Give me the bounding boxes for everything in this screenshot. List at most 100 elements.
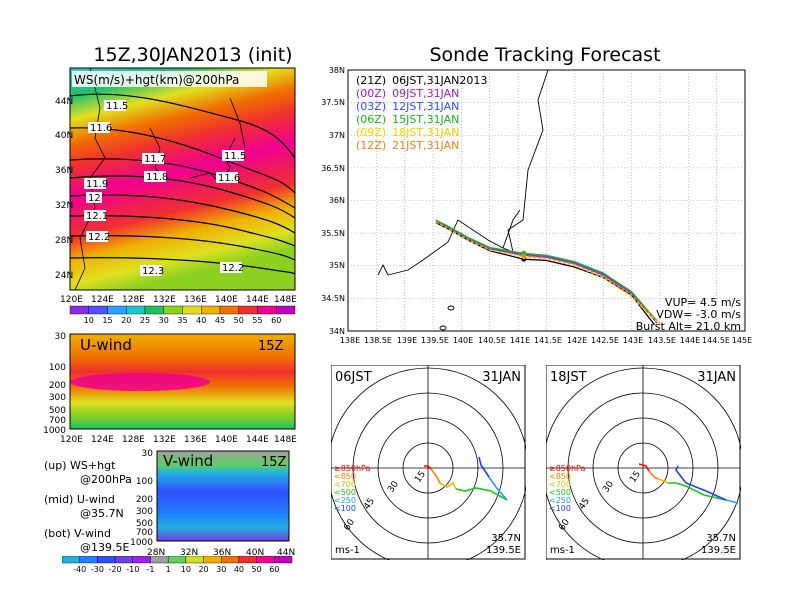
svg-text:40N: 40N <box>55 131 73 141</box>
svg-text:<700: <700 <box>549 480 571 489</box>
colorbar-tick: -1 <box>146 565 154 574</box>
svg-text:138.5E: 138.5E <box>364 336 392 345</box>
svg-text:143.5E: 143.5E <box>648 336 676 345</box>
svg-text:124E: 124E <box>91 295 114 305</box>
colorbar-tick: 55 <box>252 316 262 324</box>
svg-text:12: 12 <box>88 193 101 204</box>
contour-label: 12.2 <box>220 262 244 274</box>
svg-text:300: 300 <box>136 507 153 517</box>
colorbar-tick: 20 <box>121 316 131 324</box>
svg-text:128E: 128E <box>122 435 145 445</box>
hodo-trace <box>439 481 457 490</box>
svg-text:124E: 124E <box>91 435 114 445</box>
panel-notes: (up) WS+hgt @200hPa (mid) U-wind @35.7N (b… <box>44 459 132 555</box>
ws-lon-labels: 120E 124E 128E 132E 136E 140E 144E 148E <box>60 295 297 305</box>
right-title: Sonde Tracking Forecast <box>429 44 661 66</box>
contour-labels: 11.5 11.6 11.7 11.8 11.5 11.6 11.9 12 12… <box>84 100 246 277</box>
hodograph-06jst: 06JST 31JAN 35.7N 139.5E ms-1 ≥850hPa <8… <box>331 365 526 560</box>
svg-text:<500: <500 <box>334 488 356 497</box>
colorbar-swatch <box>126 305 146 315</box>
svg-text:148E: 148E <box>274 435 297 445</box>
svg-text:139E: 139E <box>397 336 417 345</box>
colorbar-swatch <box>107 305 127 315</box>
svg-text:VUP= 4.5 m/s: VUP= 4.5 m/s <box>665 296 741 309</box>
colorbar-tick: 1 <box>166 565 171 574</box>
svg-text:140E: 140E <box>215 435 238 445</box>
level-legend-0: ≥850hPa <850 <700 <500 <250 <100 <box>334 464 371 513</box>
svg-text:11.5: 11.5 <box>106 101 128 112</box>
hodo-trace <box>725 499 739 504</box>
launch-stats: VUP= 4.5 m/s VDW= -3.0 m/s Burst Alt= 21… <box>636 296 742 333</box>
svg-text:1000: 1000 <box>43 426 66 436</box>
svg-text:144E: 144E <box>246 295 269 305</box>
colorbar-swatch <box>69 305 89 315</box>
colorbar-tick: 20 <box>198 565 208 574</box>
svg-text:32N: 32N <box>180 548 198 557</box>
colorbar-tick: 30 <box>216 565 226 574</box>
svg-text:28N: 28N <box>147 548 165 557</box>
colorbar-swatch <box>256 556 275 564</box>
svg-text:120E: 120E <box>60 435 83 445</box>
colorbar-swatch <box>257 305 277 315</box>
contour-label: 12.1 <box>84 210 108 222</box>
legend-item: (09Z) 18JST,31JAN <box>356 126 459 139</box>
svg-text:500: 500 <box>49 406 66 416</box>
colorbar-swatch <box>167 556 187 564</box>
track-line <box>435 219 658 322</box>
svg-text:<850: <850 <box>549 472 571 481</box>
contour-label: 11.7 <box>142 153 166 165</box>
hodo-trace <box>455 487 508 501</box>
svg-text:36N: 36N <box>213 548 231 557</box>
colorbar-tick: 10 <box>181 565 191 574</box>
colorbar-tick: 50 <box>234 316 244 324</box>
svg-text:31JAN: 31JAN <box>482 370 521 385</box>
colorbar-swatch <box>276 305 296 315</box>
vwind-colorbar: -40 -30 -20 -10 -1 1 10 20 30 40 50 60 <box>62 556 293 574</box>
svg-text:500: 500 <box>136 519 153 529</box>
legend-item: (03Z) 12JST,31JAN <box>356 100 459 113</box>
svg-text:36N: 36N <box>329 196 345 205</box>
colorbar-tick: -20 <box>109 565 122 574</box>
svg-text:ms-1: ms-1 <box>335 545 360 556</box>
svg-text:132E: 132E <box>153 295 176 305</box>
colorbar-tick: 40 <box>234 565 244 574</box>
colorbar-tick: 15 <box>102 316 112 324</box>
colorbar-swatch <box>163 305 183 315</box>
svg-text:148E: 148E <box>274 295 297 305</box>
contour-label: 11.8 <box>144 171 168 183</box>
track-marker <box>521 253 527 259</box>
svg-text:35.7N: 35.7N <box>706 533 736 544</box>
contour-label: 11.9 <box>84 178 108 190</box>
vwind-label: V-wind <box>163 452 213 470</box>
hodo-trace <box>478 456 490 478</box>
svg-text:140.5E: 140.5E <box>478 336 506 345</box>
svg-text:1000: 1000 <box>130 538 153 548</box>
ws-map-panel: 11.5 11.6 11.7 11.8 11.5 11.6 11.9 12 12… <box>55 67 297 324</box>
svg-text:Burst Alt= 21.0 km: Burst Alt= 21.0 km <box>636 320 741 333</box>
colorbar-tick: 45 <box>215 316 225 324</box>
uwind-p-labels: 30 100 200 300 500 700 1000 <box>43 332 66 436</box>
colorbar-swatch <box>201 305 221 315</box>
svg-text:142E: 142E <box>567 336 587 345</box>
svg-text:≥850hPa: ≥850hPa <box>334 464 371 473</box>
hodo-trace <box>638 463 650 472</box>
svg-text:34.5N: 34.5N <box>321 294 345 303</box>
svg-text:38N: 38N <box>329 66 345 75</box>
svg-text:143E: 143E <box>623 336 643 345</box>
colorbar-swatch <box>203 556 222 564</box>
colorbar-tick: 60 <box>271 316 281 324</box>
svg-text:35.7N: 35.7N <box>491 533 521 544</box>
svg-text:<850: <850 <box>334 472 356 481</box>
svg-text:11.8: 11.8 <box>146 172 168 183</box>
svg-text:37N: 37N <box>329 131 345 140</box>
svg-text:139.5E: 139.5E <box>486 545 521 556</box>
legend-item: (12Z) 21JST,31JAN <box>356 139 459 152</box>
hodograph-18jst: 18JST 31JAN 35.7N 139.5E ms-1 ≥850hPa <8… <box>546 365 741 560</box>
colorbar-swatch <box>144 305 164 315</box>
colorbar-tick: 25 <box>140 316 150 324</box>
colorbar-swatch <box>88 305 108 315</box>
svg-text:<700: <700 <box>334 480 356 489</box>
japan-coast <box>377 69 549 331</box>
svg-text:36.5N: 36.5N <box>321 164 345 173</box>
hodo-trace <box>424 465 432 470</box>
